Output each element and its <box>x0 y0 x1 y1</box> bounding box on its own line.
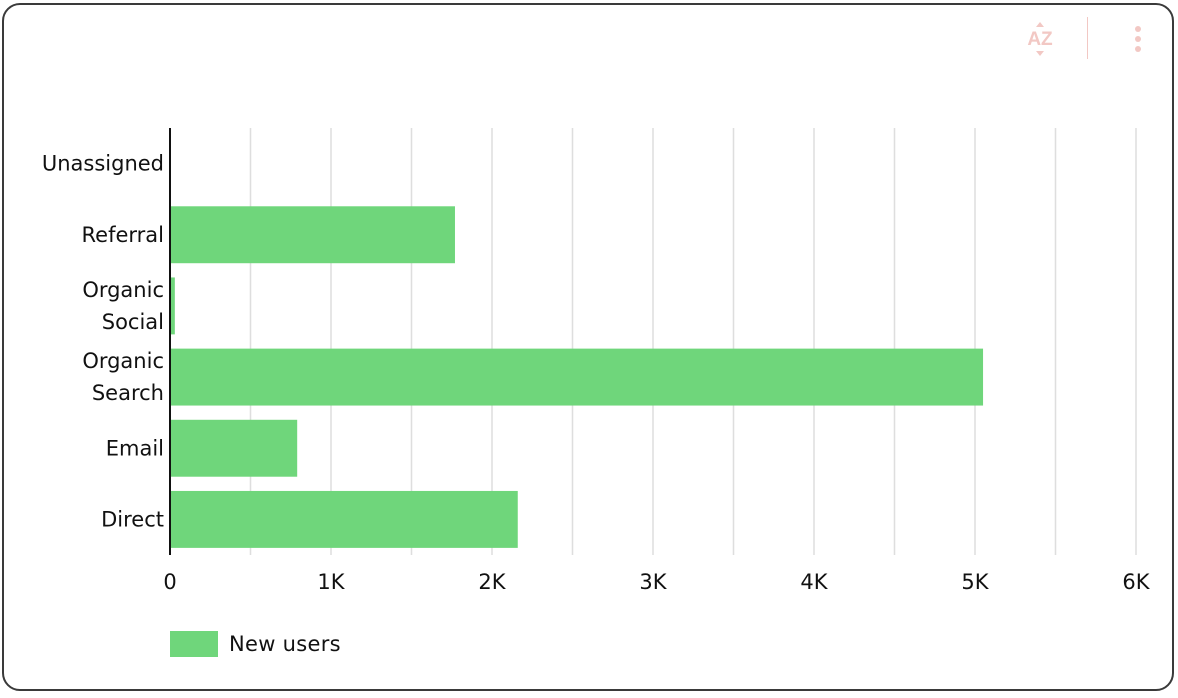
bar-referral <box>170 206 455 264</box>
category-label: Direct <box>101 507 164 531</box>
bar-organic-social <box>170 277 175 335</box>
category-label-line: Search <box>92 381 164 405</box>
category-label-line: Social <box>102 310 164 334</box>
category-label: Organic Search <box>82 349 164 405</box>
category-label: Organic Social <box>82 278 164 334</box>
x-tick-label: 6K <box>1122 570 1150 594</box>
sort-az-icon: AZ <box>1027 22 1053 56</box>
legend-label-new-users: New users <box>229 632 341 656</box>
category-label-line: Organic <box>82 278 164 302</box>
x-tick-label: 4K <box>800 570 828 594</box>
x-tick-label: 2K <box>478 570 506 594</box>
category-label: Email <box>106 436 164 460</box>
more-menu-button[interactable] <box>1118 17 1158 61</box>
sort-button[interactable]: AZ <box>1018 17 1062 61</box>
legend-swatch-new-users[interactable] <box>170 631 218 657</box>
bar-chart: Unassigned Referral Organic Social Organic Se… <box>42 128 1151 594</box>
x-tick-label: 5K <box>961 570 989 594</box>
x-tick-label: 1K <box>317 570 345 594</box>
toolbar-divider <box>1087 17 1088 59</box>
more-vert-icon <box>1135 26 1141 52</box>
category-label-line: Organic <box>82 349 164 373</box>
chart-toolbar: AZ <box>4 5 1172 75</box>
chart-legend: New users <box>170 631 341 657</box>
bar-direct <box>170 490 518 548</box>
sort-icon-text: AZ <box>1027 29 1053 50</box>
chart-card: AZ Unassigned Referral Organic Social Organi… <box>2 3 1174 691</box>
bar-email <box>170 419 298 477</box>
x-tick-label: 0 <box>163 570 176 594</box>
x-tick-label: 3K <box>639 570 667 594</box>
bar-organic-search <box>170 348 984 406</box>
category-label: Unassigned <box>42 152 164 176</box>
category-label: Referral <box>82 223 164 247</box>
